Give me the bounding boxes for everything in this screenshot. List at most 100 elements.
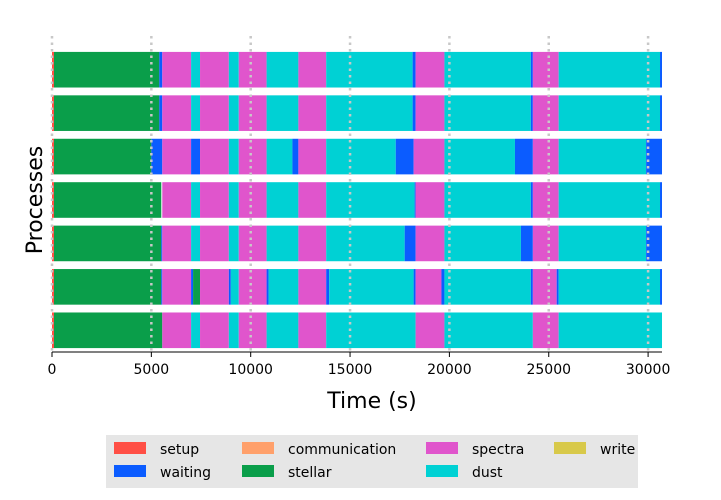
segment-dust (266, 51, 299, 88)
segment-dust (558, 312, 662, 349)
segment-dust (191, 225, 201, 262)
segment-setup (52, 225, 54, 262)
segment-waiting (646, 138, 662, 175)
segment-spectra (415, 269, 442, 305)
segment-waiting (660, 269, 662, 305)
segment-spectra (200, 225, 229, 262)
segment-dust (444, 182, 531, 218)
process-row (52, 269, 662, 305)
segment-waiting (266, 269, 269, 305)
segment-spectra (415, 51, 445, 88)
y-axis-title: Processes (23, 146, 48, 254)
segment-waiting (395, 138, 414, 175)
process-row (52, 182, 662, 218)
segment-spectra (532, 269, 557, 305)
segment-dust (558, 138, 647, 175)
segment-dust (191, 312, 201, 349)
segment-dust (228, 95, 239, 131)
segment-spectra (162, 138, 192, 175)
x-tick-label: 10000 (228, 362, 273, 378)
segment-dust (191, 51, 201, 88)
legend-swatch-communication (242, 442, 274, 454)
segment-setup (52, 95, 54, 131)
segment-stellar (53, 225, 162, 262)
segment-spectra (532, 95, 559, 131)
segment-spectra (238, 95, 267, 131)
segment-dust (558, 225, 647, 262)
segment-waiting (646, 225, 662, 262)
segment-dust (228, 225, 239, 262)
x-tick-label: 20000 (427, 362, 472, 378)
segment-waiting (530, 51, 533, 88)
segment-stellar (193, 269, 201, 305)
segment-dust (444, 138, 515, 175)
legend-label-stellar: stellar (288, 465, 332, 481)
legend-label-setup: setup (160, 442, 199, 458)
segment-spectra (415, 182, 445, 218)
segment-spectra (238, 182, 267, 218)
legend-label-spectra: spectra (472, 442, 524, 458)
segment-waiting (161, 225, 163, 262)
segment-dust (326, 182, 415, 218)
segment-dust (228, 182, 239, 218)
segment-spectra (532, 225, 559, 262)
segment-waiting (151, 138, 163, 175)
segment-waiting (414, 182, 416, 218)
segment-dust (558, 51, 661, 88)
x-tick-label: 5000 (134, 362, 170, 378)
segment-dust (444, 269, 531, 305)
segment-stellar (53, 51, 160, 88)
segment-stellar (53, 138, 152, 175)
legend-swatch-dust (426, 465, 458, 477)
segment-spectra (162, 95, 192, 131)
segment-setup (52, 269, 54, 305)
legend-swatch-waiting (114, 465, 146, 477)
segment-spectra (298, 269, 327, 305)
legend-swatch-setup (114, 442, 146, 454)
segment-dust (191, 95, 201, 131)
segment-waiting (191, 269, 194, 305)
segment-spectra (298, 312, 327, 349)
legend-background (106, 435, 638, 488)
segment-spectra (415, 312, 445, 349)
segment-waiting (660, 182, 662, 218)
segment-spectra (162, 182, 192, 218)
segment-dust (326, 51, 413, 88)
segment-waiting (159, 51, 163, 88)
segment-stellar (53, 312, 163, 349)
segment-spectra (200, 51, 229, 88)
segment-spectra (200, 182, 229, 218)
segment-waiting (191, 138, 201, 175)
x-tick-label: 0 (48, 362, 57, 378)
segment-spectra (298, 138, 327, 175)
segment-spectra (200, 312, 229, 349)
segment-dust (558, 269, 661, 305)
segment-waiting (413, 269, 416, 305)
x-axis-title: Time (s) (326, 389, 416, 414)
process-row (52, 225, 662, 262)
segment-dust (228, 138, 239, 175)
legend-swatch-write (554, 442, 586, 454)
legend-label-communication: communication (288, 442, 396, 458)
segment-waiting (412, 95, 416, 131)
x-tick-label: 30000 (626, 362, 671, 378)
segment-spectra (238, 51, 267, 88)
legend-label-dust: dust (472, 465, 503, 481)
segment-spectra (532, 51, 559, 88)
x-tick-label: 25000 (526, 362, 571, 378)
segment-dust (266, 225, 299, 262)
segment-waiting (530, 269, 533, 305)
segment-dust (444, 51, 531, 88)
segment-dust (326, 312, 416, 349)
segment-spectra (413, 138, 445, 175)
segment-spectra (200, 138, 229, 175)
segment-spectra (532, 182, 559, 218)
segment-waiting (161, 269, 163, 305)
segment-spectra (238, 312, 267, 349)
segment-waiting (292, 138, 299, 175)
legend-label-waiting: waiting (160, 465, 211, 481)
legend-swatch-spectra (426, 442, 458, 454)
segment-spectra (200, 269, 229, 305)
legend-swatch-stellar (242, 465, 274, 477)
